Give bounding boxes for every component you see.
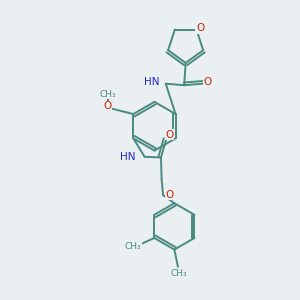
Text: CH₃: CH₃: [170, 269, 187, 278]
Text: HN: HN: [144, 77, 159, 87]
Text: CH₃: CH₃: [124, 242, 141, 251]
Text: O: O: [165, 130, 173, 140]
Text: O: O: [104, 101, 112, 111]
Text: HN: HN: [120, 152, 136, 162]
Text: O: O: [166, 190, 174, 200]
Text: CH₃: CH₃: [100, 90, 116, 99]
Text: O: O: [196, 23, 204, 33]
Text: O: O: [204, 77, 212, 87]
